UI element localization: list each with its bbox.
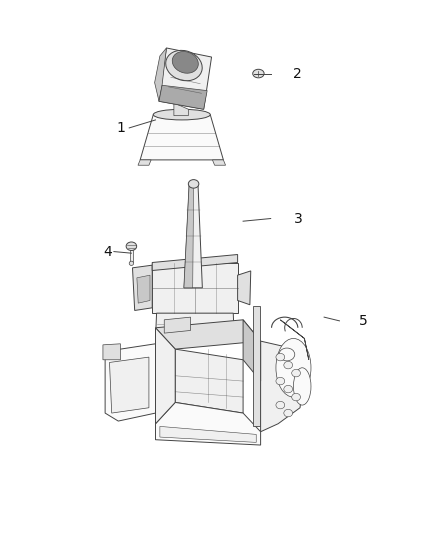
Ellipse shape: [276, 377, 285, 385]
Polygon shape: [184, 184, 194, 288]
Polygon shape: [164, 317, 191, 333]
Ellipse shape: [279, 348, 295, 361]
Polygon shape: [261, 341, 304, 432]
Polygon shape: [159, 85, 207, 109]
Polygon shape: [130, 246, 133, 262]
Ellipse shape: [172, 52, 198, 73]
Polygon shape: [159, 334, 172, 342]
Text: 3: 3: [293, 212, 302, 225]
Polygon shape: [138, 160, 151, 165]
Text: 2: 2: [293, 67, 302, 80]
Polygon shape: [280, 320, 309, 360]
Ellipse shape: [126, 242, 137, 251]
Polygon shape: [110, 357, 149, 413]
Ellipse shape: [276, 353, 285, 361]
Ellipse shape: [166, 50, 202, 81]
Ellipse shape: [276, 338, 311, 397]
Text: 4: 4: [103, 245, 112, 259]
Text: 1: 1: [116, 121, 125, 135]
Ellipse shape: [293, 368, 311, 405]
Polygon shape: [155, 48, 166, 101]
Polygon shape: [137, 275, 150, 303]
Polygon shape: [155, 328, 175, 424]
Polygon shape: [159, 48, 212, 109]
Ellipse shape: [284, 409, 293, 417]
Polygon shape: [105, 344, 155, 421]
Polygon shape: [140, 115, 223, 160]
Polygon shape: [237, 271, 251, 305]
Polygon shape: [184, 184, 202, 288]
Ellipse shape: [253, 69, 264, 78]
Ellipse shape: [292, 393, 300, 401]
Polygon shape: [152, 262, 237, 313]
Polygon shape: [174, 103, 188, 116]
Ellipse shape: [284, 361, 293, 369]
Polygon shape: [133, 265, 152, 310]
Polygon shape: [253, 306, 260, 426]
Ellipse shape: [284, 385, 293, 393]
Ellipse shape: [276, 401, 285, 409]
Polygon shape: [243, 320, 261, 381]
Polygon shape: [175, 349, 243, 413]
Polygon shape: [155, 320, 261, 349]
Polygon shape: [218, 334, 231, 342]
Ellipse shape: [292, 369, 300, 377]
Polygon shape: [155, 402, 261, 445]
Polygon shape: [152, 254, 237, 271]
Ellipse shape: [153, 109, 210, 120]
Polygon shape: [103, 344, 120, 360]
Ellipse shape: [129, 261, 134, 265]
Polygon shape: [212, 160, 226, 165]
Polygon shape: [156, 313, 234, 334]
Ellipse shape: [188, 180, 199, 188]
Polygon shape: [160, 426, 256, 442]
Text: 5: 5: [359, 314, 368, 328]
